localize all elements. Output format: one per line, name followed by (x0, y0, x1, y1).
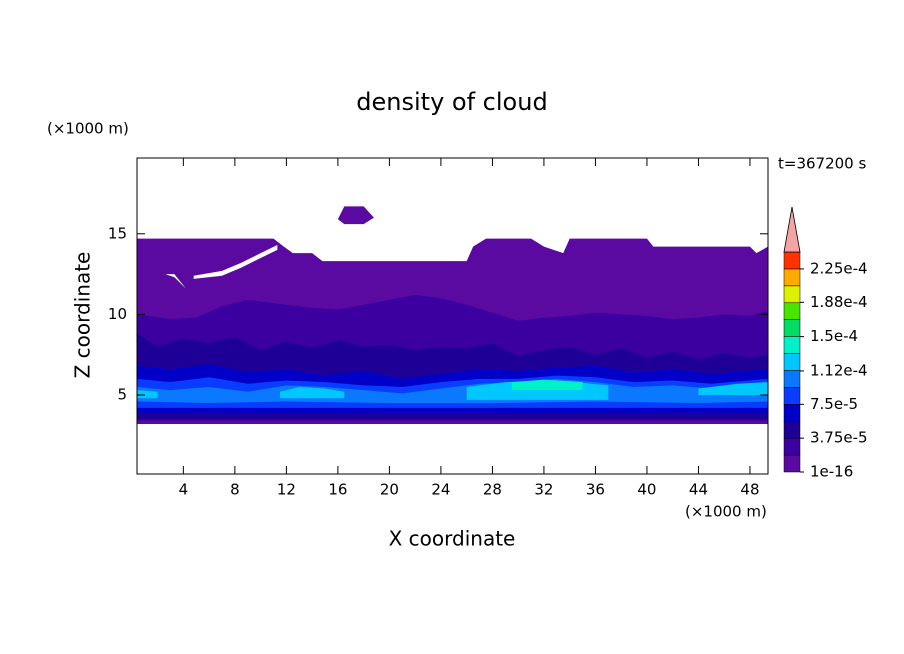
colorbar-tick-label: 1.88e-4 (810, 293, 868, 311)
colorbar-swatch (783, 353, 801, 371)
x-tick-label: 40 (637, 481, 656, 499)
colorbar-tick-label: 2.25e-4 (810, 259, 868, 277)
colorbar-tick-label: 1.5e-4 (810, 327, 858, 345)
x-tick-label: 28 (483, 481, 502, 499)
contour-region (165, 274, 186, 289)
contour-region (279, 386, 345, 399)
colorbar-tick-label: 1.12e-4 (810, 361, 868, 379)
y-unit: (×1000 m) (47, 120, 129, 138)
colorbar-extend (783, 206, 801, 253)
x-axis-label: X coordinate (389, 527, 516, 551)
x-unit: (×1000 m) (685, 503, 767, 521)
colorbar-swatch (783, 319, 801, 337)
colorbar-swatch (783, 302, 801, 320)
chart-title: density of cloud (356, 88, 547, 116)
colorbar-swatch (783, 387, 801, 405)
colorbar-tick-label: 7.5e-5 (810, 395, 858, 413)
contour-region (193, 245, 278, 279)
colorbar-swatch (783, 251, 801, 270)
colorbar-tick-label: 1e-16 (810, 463, 853, 481)
x-tick-label: 12 (277, 481, 296, 499)
colorbar-swatch (783, 336, 801, 354)
colorbar-swatch (783, 268, 801, 287)
colorbar-swatch (783, 370, 801, 388)
y-tick-label: 10 (108, 305, 127, 323)
x-tick-label: 32 (534, 481, 553, 499)
plot-frame (136, 157, 769, 475)
colorbar-swatch (783, 404, 801, 422)
x-tick-label: 20 (380, 481, 399, 499)
colorbar-swatch (783, 420, 801, 439)
x-tick-label: 36 (586, 481, 605, 499)
contour-region (337, 206, 374, 225)
y-axis-label: Z coordinate (71, 252, 95, 379)
y-tick-label: 15 (108, 224, 127, 242)
colorbar-swatch (783, 454, 801, 473)
colorbar-swatch (783, 437, 801, 456)
y-tick-label: 5 (117, 386, 127, 404)
time-label: t=367200 s (778, 155, 866, 173)
contour-region (137, 390, 158, 399)
x-tick-label: 16 (328, 481, 347, 499)
colorbar-tick-label: 3.75e-5 (810, 429, 868, 447)
colorbar-swatch (783, 285, 801, 304)
contour-region (511, 379, 583, 391)
x-tick-label: 4 (179, 481, 189, 499)
x-tick-label: 48 (740, 481, 759, 499)
x-tick-label: 44 (689, 481, 708, 499)
contour-region (698, 382, 768, 395)
x-tick-label: 8 (230, 481, 240, 499)
x-tick-label: 24 (431, 481, 450, 499)
